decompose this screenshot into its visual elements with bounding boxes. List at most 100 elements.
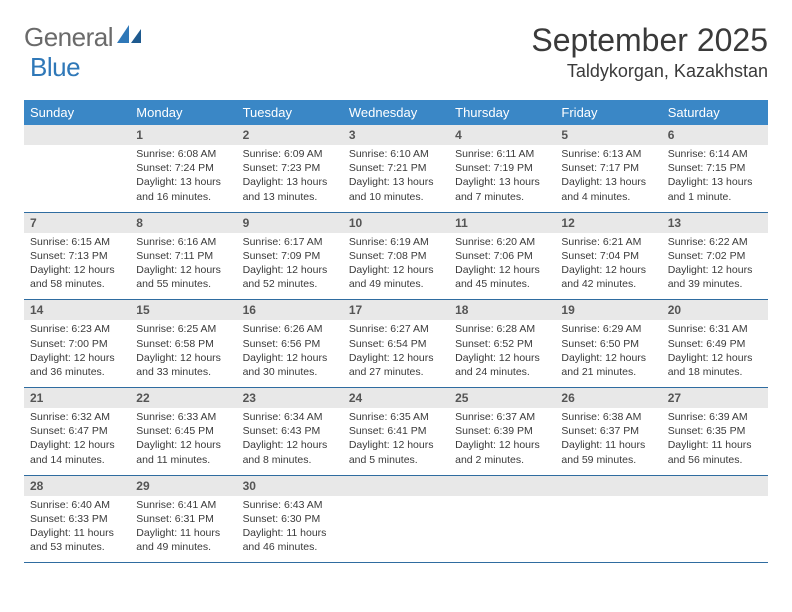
day-sunset: Sunset: 7:23 PM [243, 161, 337, 175]
day-sunrise: Sunrise: 6:13 AM [561, 147, 655, 161]
day-sunrise: Sunrise: 6:15 AM [30, 235, 124, 249]
calendar-cell: 17Sunrise: 6:27 AMSunset: 6:54 PMDayligh… [343, 300, 449, 388]
day-details [662, 496, 768, 558]
calendar-cell: 24 Sunrise: 6:35 AMSunset: 6:41 PMDayligh… [343, 388, 449, 476]
calendar-body: .1Sunrise: 6:08 AMSunset: 7:24 PMDayligh… [24, 125, 768, 563]
day-number: . [662, 476, 768, 496]
day-sunset: Sunset: 7:09 PM [243, 249, 337, 263]
brand-name-2: Blue [30, 52, 80, 83]
day-details: Sunrise: 6:34 AMSunset: 6:43 PMDaylight:… [237, 408, 343, 475]
day-daylight: Daylight: 13 hours and 1 minute. [668, 175, 762, 203]
day-sunset: Sunset: 6:47 PM [30, 424, 124, 438]
day-sunrise: Sunrise: 6:39 AM [668, 410, 762, 424]
day-number: 22 [130, 388, 236, 408]
day-daylight: Daylight: 13 hours and 10 minutes. [349, 175, 443, 203]
day-sunset: Sunset: 6:39 PM [455, 424, 549, 438]
day-daylight: Daylight: 12 hours and 39 minutes. [668, 263, 762, 291]
calendar-cell: 11Sunrise: 6:20 AMSunset: 7:06 PMDayligh… [449, 212, 555, 300]
day-details: Sunrise: 6:21 AMSunset: 7:04 PMDaylight:… [555, 233, 661, 300]
day-daylight: Daylight: 11 hours and 53 minutes. [30, 526, 124, 554]
day-daylight: Daylight: 13 hours and 13 minutes. [243, 175, 337, 203]
day-daylight: Daylight: 12 hours and 58 minutes. [30, 263, 124, 291]
day-sunset: Sunset: 6:41 PM [349, 424, 443, 438]
day-sunrise: Sunrise: 6:23 AM [30, 322, 124, 336]
calendar-cell: 9Sunrise: 6:17 AMSunset: 7:09 PMDaylight… [237, 212, 343, 300]
day-daylight: Daylight: 12 hours and 36 minutes. [30, 351, 124, 379]
calendar-week: 21Sunrise: 6:32 AMSunset: 6:47 PMDayligh… [24, 388, 768, 476]
calendar-week: 14Sunrise: 6:23 AMSunset: 7:00 PMDayligh… [24, 300, 768, 388]
day-number: 7 [24, 213, 130, 233]
day-sunrise: Sunrise: 6:26 AM [243, 322, 337, 336]
day-daylight: Daylight: 12 hours and 2 minutes. [455, 438, 549, 466]
day-daylight: Daylight: 12 hours and 55 minutes. [136, 263, 230, 291]
calendar-cell: 1Sunrise: 6:08 AMSunset: 7:24 PMDaylight… [130, 125, 236, 212]
day-number: 20 [662, 300, 768, 320]
day-daylight: Daylight: 12 hours and 18 minutes. [668, 351, 762, 379]
weekday-header: Wednesday [343, 100, 449, 125]
day-sunset: Sunset: 6:37 PM [561, 424, 655, 438]
day-sunset: Sunset: 6:45 PM [136, 424, 230, 438]
calendar-week: .1Sunrise: 6:08 AMSunset: 7:24 PMDayligh… [24, 125, 768, 212]
calendar-cell: 21Sunrise: 6:32 AMSunset: 6:47 PMDayligh… [24, 388, 130, 476]
day-number: 24 [343, 388, 449, 408]
day-number: 13 [662, 213, 768, 233]
day-details [343, 496, 449, 558]
weekday-header: Saturday [662, 100, 768, 125]
day-daylight: Daylight: 12 hours and 42 minutes. [561, 263, 655, 291]
calendar-cell: 7Sunrise: 6:15 AMSunset: 7:13 PMDaylight… [24, 212, 130, 300]
day-sunrise: Sunrise: 6:37 AM [455, 410, 549, 424]
day-daylight: Daylight: 13 hours and 7 minutes. [455, 175, 549, 203]
day-number: 25 [449, 388, 555, 408]
day-daylight: Daylight: 12 hours and 8 minutes. [243, 438, 337, 466]
day-details: Sunrise: 6:27 AMSunset: 6:54 PMDaylight:… [343, 320, 449, 387]
day-sunrise: Sunrise: 6:17 AM [243, 235, 337, 249]
day-sunrise: Sunrise: 6:28 AM [455, 322, 549, 336]
day-sunset: Sunset: 7:15 PM [668, 161, 762, 175]
day-details: Sunrise: 6:32 AMSunset: 6:47 PMDaylight:… [24, 408, 130, 475]
day-sunset: Sunset: 7:17 PM [561, 161, 655, 175]
day-daylight: Daylight: 12 hours and 33 minutes. [136, 351, 230, 379]
day-details: Sunrise: 6:14 AMSunset: 7:15 PMDaylight:… [662, 145, 768, 212]
day-daylight: Daylight: 12 hours and 52 minutes. [243, 263, 337, 291]
day-sunset: Sunset: 6:30 PM [243, 512, 337, 526]
day-sunset: Sunset: 6:49 PM [668, 337, 762, 351]
day-daylight: Daylight: 13 hours and 16 minutes. [136, 175, 230, 203]
day-number: 23 [237, 388, 343, 408]
calendar-cell: 18Sunrise: 6:28 AMSunset: 6:52 PMDayligh… [449, 300, 555, 388]
day-number: 2 [237, 125, 343, 145]
day-daylight: Daylight: 12 hours and 49 minutes. [349, 263, 443, 291]
calendar-cell: 25 Sunrise: 6:37 AMSunset: 6:39 PMDayligh… [449, 388, 555, 476]
day-sunrise: Sunrise: 6:29 AM [561, 322, 655, 336]
day-sunset: Sunset: 6:56 PM [243, 337, 337, 351]
day-sunset: Sunset: 6:50 PM [561, 337, 655, 351]
day-sunset: Sunset: 6:31 PM [136, 512, 230, 526]
weekday-header: Sunday [24, 100, 130, 125]
day-sunrise: Sunrise: 6:25 AM [136, 322, 230, 336]
day-number: . [24, 125, 130, 145]
day-details: Sunrise: 6:29 AMSunset: 6:50 PMDaylight:… [555, 320, 661, 387]
day-details: Sunrise: 6:10 AMSunset: 7:21 PMDaylight:… [343, 145, 449, 212]
calendar-cell: 10Sunrise: 6:19 AMSunset: 7:08 PMDayligh… [343, 212, 449, 300]
day-details: Sunrise: 6:22 AMSunset: 7:02 PMDaylight:… [662, 233, 768, 300]
day-number: 1 [130, 125, 236, 145]
day-daylight: Daylight: 12 hours and 5 minutes. [349, 438, 443, 466]
brand-name-1: General [24, 22, 113, 53]
weekday-header: Friday [555, 100, 661, 125]
calendar-cell: 6Sunrise: 6:14 AMSunset: 7:15 PMDaylight… [662, 125, 768, 212]
day-sunrise: Sunrise: 6:16 AM [136, 235, 230, 249]
day-number: 14 [24, 300, 130, 320]
day-sunset: Sunset: 6:35 PM [668, 424, 762, 438]
calendar-week: 28Sunrise: 6:40 AMSunset: 6:33 PMDayligh… [24, 475, 768, 563]
weekday-header: Thursday [449, 100, 555, 125]
weekday-header: Monday [130, 100, 236, 125]
calendar-cell: 26Sunrise: 6:38 AMSunset: 6:37 PMDayligh… [555, 388, 661, 476]
day-daylight: Daylight: 11 hours and 59 minutes. [561, 438, 655, 466]
day-daylight: Daylight: 12 hours and 11 minutes. [136, 438, 230, 466]
header: General September 2025 Taldykorgan, Kaza… [24, 22, 768, 82]
day-details: Sunrise: 6:28 AMSunset: 6:52 PMDaylight:… [449, 320, 555, 387]
calendar-cell: 22Sunrise: 6:33 AMSunset: 6:45 PMDayligh… [130, 388, 236, 476]
day-sunrise: Sunrise: 6:35 AM [349, 410, 443, 424]
day-details: Sunrise: 6:31 AMSunset: 6:49 PMDaylight:… [662, 320, 768, 387]
day-sunset: Sunset: 6:54 PM [349, 337, 443, 351]
day-number: 6 [662, 125, 768, 145]
